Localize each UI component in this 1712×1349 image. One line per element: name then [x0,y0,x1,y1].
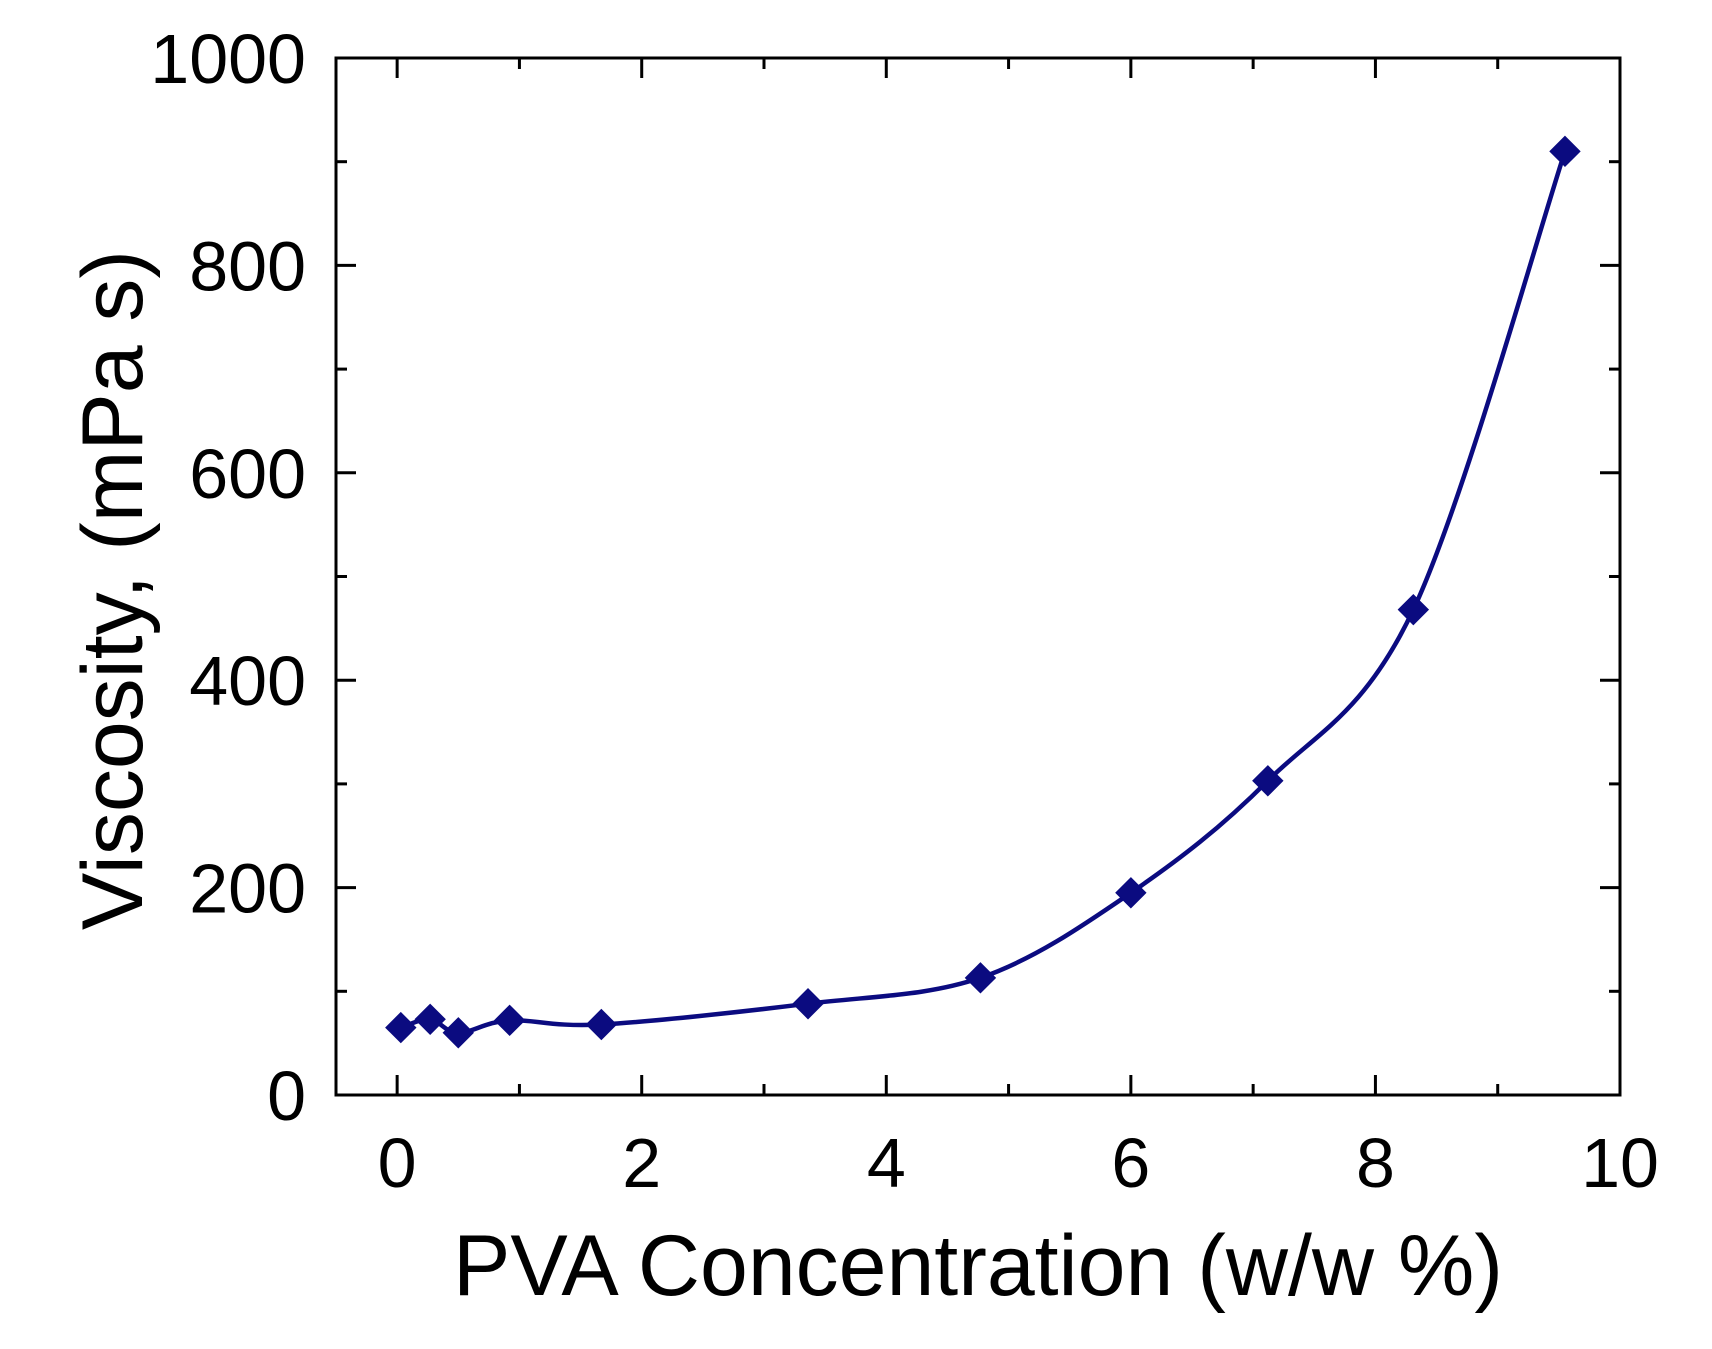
y-tick-label: 800 [189,227,306,305]
data-point-marker [414,1003,446,1036]
ticks [336,56,1622,1097]
data-point-marker [442,1017,474,1049]
y-tick-label: 400 [189,642,306,720]
x-tick-label: 2 [622,1124,661,1202]
x-tick-label: 10 [1581,1124,1659,1202]
y-tick-label: 600 [189,435,306,513]
series-line [400,150,1568,1036]
data-point-marker [1252,765,1284,797]
y-tick-label: 200 [189,850,306,928]
data-point-marker [964,962,997,994]
x-tick-label: 8 [1356,1124,1395,1202]
data-point-marker [792,988,824,1020]
y-tick-label: 1000 [150,20,306,98]
data-point-marker [1115,877,1147,909]
data-point-marker [585,1008,618,1041]
y-axis-title: Viscosity, (mPa s) [65,250,161,930]
tick-labels: 0 2 4 6 8 10 0 200 400 600 800 1000 [150,20,1659,1202]
x-tick-label: 4 [867,1124,906,1202]
data-point-marker [1397,593,1430,626]
x-tick-label: 6 [1111,1124,1150,1202]
series [385,135,1581,1049]
x-axis-title: PVA Concentration (w/w %) [453,1218,1503,1314]
y-tick-label: 0 [267,1057,306,1135]
data-point-marker [385,1011,417,1044]
data-point-marker [1549,135,1581,168]
data-point-marker [493,1004,526,1037]
x-tick-label: 0 [378,1124,417,1202]
